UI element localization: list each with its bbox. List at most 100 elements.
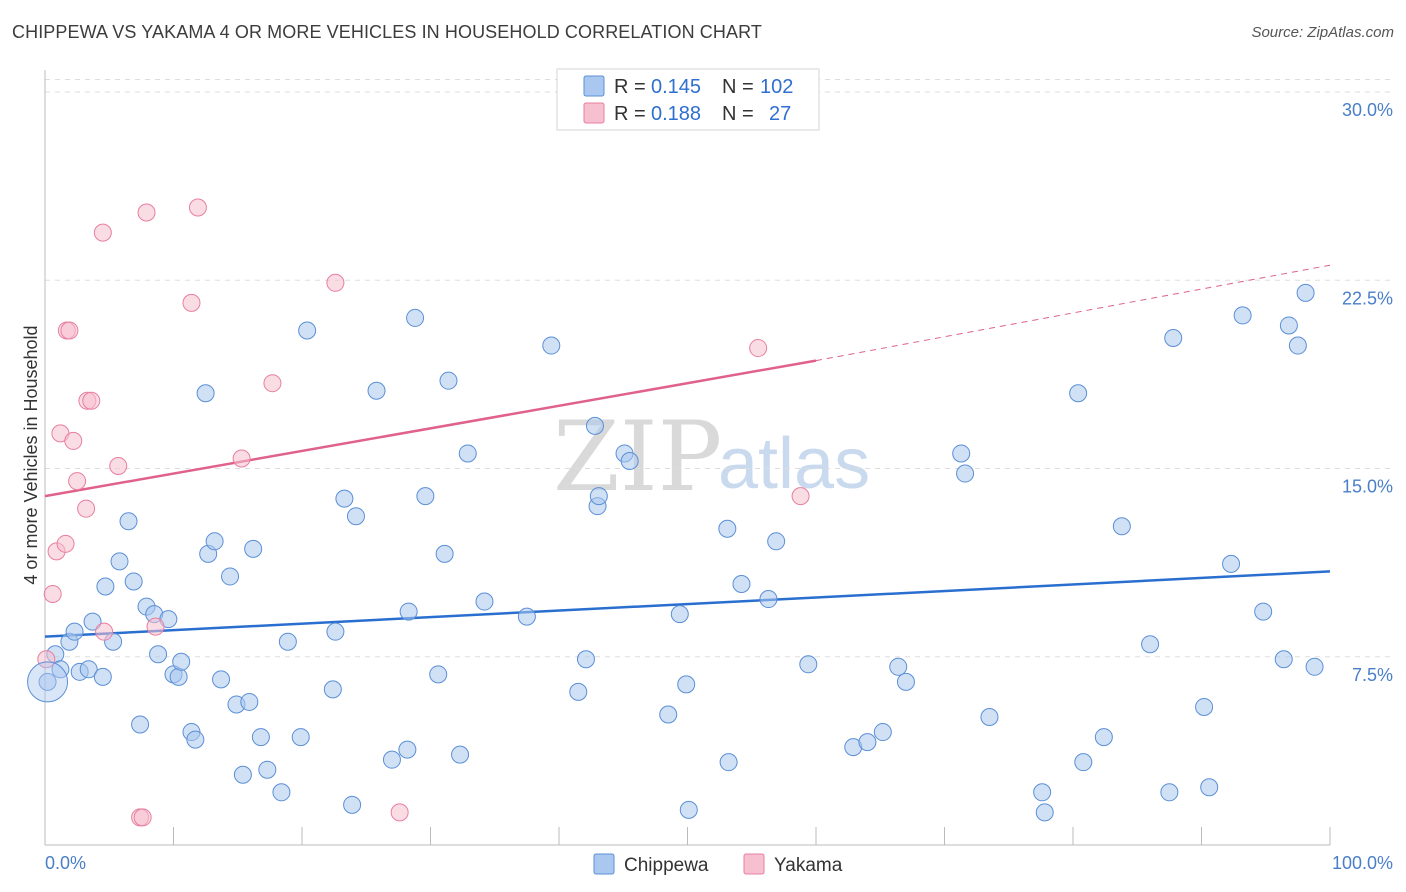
yakama-point bbox=[109, 457, 128, 476]
chippewa-point bbox=[952, 444, 971, 463]
chippewa-point bbox=[576, 650, 595, 669]
chippewa-point bbox=[131, 715, 150, 734]
yakama-point bbox=[749, 339, 768, 358]
chippewa-point bbox=[186, 730, 205, 749]
bottom-legend-chippewa: Chippewa bbox=[624, 855, 709, 876]
yakama-point bbox=[93, 223, 112, 242]
yakama-point bbox=[146, 617, 165, 636]
legend-n-label: N = bbox=[722, 103, 754, 125]
chippewa-point bbox=[212, 670, 231, 689]
trend-lines bbox=[44, 264, 1331, 638]
chippewa-point bbox=[1160, 783, 1179, 802]
yakama-point bbox=[60, 321, 79, 340]
chippewa-point bbox=[278, 632, 297, 651]
chippewa-point bbox=[326, 622, 345, 641]
bottom-legend-swatch-chippewa bbox=[593, 853, 615, 875]
chippewa-point bbox=[205, 532, 224, 551]
tick-labels: 7.5% 15.0% 22.5% 30.0% 0.0% 100.0% bbox=[45, 100, 1393, 873]
yakama-point bbox=[791, 487, 810, 506]
y-tick-label: 22.5% bbox=[1342, 288, 1393, 308]
source-label: Source: ZipAtlas.com bbox=[1251, 24, 1394, 41]
chippewa-point bbox=[718, 519, 737, 538]
y-axis-title: 4 or more Vehicles in Household bbox=[21, 325, 41, 584]
chippewa-point bbox=[1296, 283, 1315, 302]
watermark: ZIP atlas bbox=[553, 401, 870, 513]
chippewa-point bbox=[1112, 517, 1131, 536]
legend-r-value: 0.188 bbox=[651, 103, 701, 125]
x-tick-label: 100.0% bbox=[1332, 853, 1393, 873]
axes bbox=[44, 70, 1331, 846]
yakama-point bbox=[43, 585, 62, 604]
chippewa-point bbox=[767, 532, 786, 551]
chippewa-point bbox=[679, 800, 698, 819]
chippewa-point bbox=[659, 705, 678, 724]
bottom-legend: Chippewa Yakama bbox=[593, 853, 843, 876]
chippewa-point bbox=[83, 612, 102, 631]
chippewa-point bbox=[589, 487, 608, 506]
y-tick-label: 15.0% bbox=[1342, 477, 1393, 497]
legend-r-label: R = bbox=[614, 103, 646, 125]
yakama-point bbox=[182, 293, 201, 312]
chippewa-point bbox=[585, 416, 604, 435]
chippewa-point bbox=[451, 745, 470, 764]
yakama-point bbox=[188, 198, 207, 217]
yakama-point bbox=[82, 391, 101, 410]
legend-n-value: 102 bbox=[760, 76, 793, 98]
chippewa-point bbox=[221, 567, 240, 586]
chippewa-point bbox=[873, 723, 892, 742]
chippewa-point bbox=[416, 487, 435, 506]
chippewa-point bbox=[38, 672, 57, 691]
yakama-trend-line bbox=[44, 359, 817, 498]
chippewa-point bbox=[244, 539, 263, 558]
chippewa-point bbox=[956, 464, 975, 483]
chippewa-point bbox=[719, 753, 738, 772]
chippewa-point bbox=[65, 622, 84, 641]
yakama-point bbox=[133, 808, 152, 827]
chippewa-point bbox=[149, 645, 168, 664]
chippewa-point bbox=[858, 733, 877, 752]
chippewa-point bbox=[233, 765, 252, 784]
chippewa-point bbox=[1164, 329, 1183, 348]
legend-swatch-yakama bbox=[583, 102, 605, 124]
chippewa-point bbox=[1254, 602, 1273, 621]
chippewa-point bbox=[172, 652, 191, 671]
chippewa-point bbox=[240, 692, 259, 711]
chippewa-point bbox=[346, 507, 365, 526]
chippewa-point bbox=[1033, 783, 1052, 802]
chippewa-point bbox=[620, 451, 639, 470]
chippewa-point bbox=[1305, 657, 1324, 676]
chippewa-point bbox=[335, 489, 354, 508]
chippewa-point bbox=[323, 680, 342, 699]
legend: R = 0.145 N = 102 R = 0.188 N = 27 bbox=[556, 68, 820, 131]
chippewa-point bbox=[196, 384, 215, 403]
chippewa-point bbox=[1074, 753, 1093, 772]
yakama-point bbox=[263, 374, 282, 393]
chippewa-point bbox=[382, 750, 401, 769]
yakama-point bbox=[56, 534, 75, 553]
chippewa-point bbox=[93, 667, 112, 686]
yakama-point bbox=[137, 203, 156, 222]
chippewa-point bbox=[291, 728, 310, 747]
chippewa-point bbox=[1222, 554, 1241, 573]
chippewa-point bbox=[889, 657, 908, 676]
chippewa-point bbox=[542, 336, 561, 355]
chippewa-point bbox=[272, 783, 291, 802]
chippewa-point bbox=[435, 544, 454, 563]
legend-r-value: 0.145 bbox=[651, 76, 701, 98]
chippewa-point bbox=[1195, 697, 1214, 716]
chippewa-point bbox=[169, 667, 188, 686]
chippewa-point bbox=[517, 607, 536, 626]
yakama-point bbox=[68, 472, 87, 491]
chippewa-point bbox=[1279, 316, 1298, 335]
yakama-point bbox=[326, 273, 345, 292]
chippewa-point bbox=[670, 605, 689, 624]
chippewa-point bbox=[1069, 384, 1088, 403]
chippewa-point bbox=[458, 444, 477, 463]
yakama-point bbox=[95, 622, 114, 641]
chippewa-point bbox=[429, 665, 448, 684]
chippewa-point bbox=[799, 655, 818, 674]
chippewa-point bbox=[1035, 803, 1054, 822]
legend-n-value: 27 bbox=[769, 103, 791, 125]
chippewa-point bbox=[980, 707, 999, 726]
chippewa-point bbox=[119, 512, 138, 531]
